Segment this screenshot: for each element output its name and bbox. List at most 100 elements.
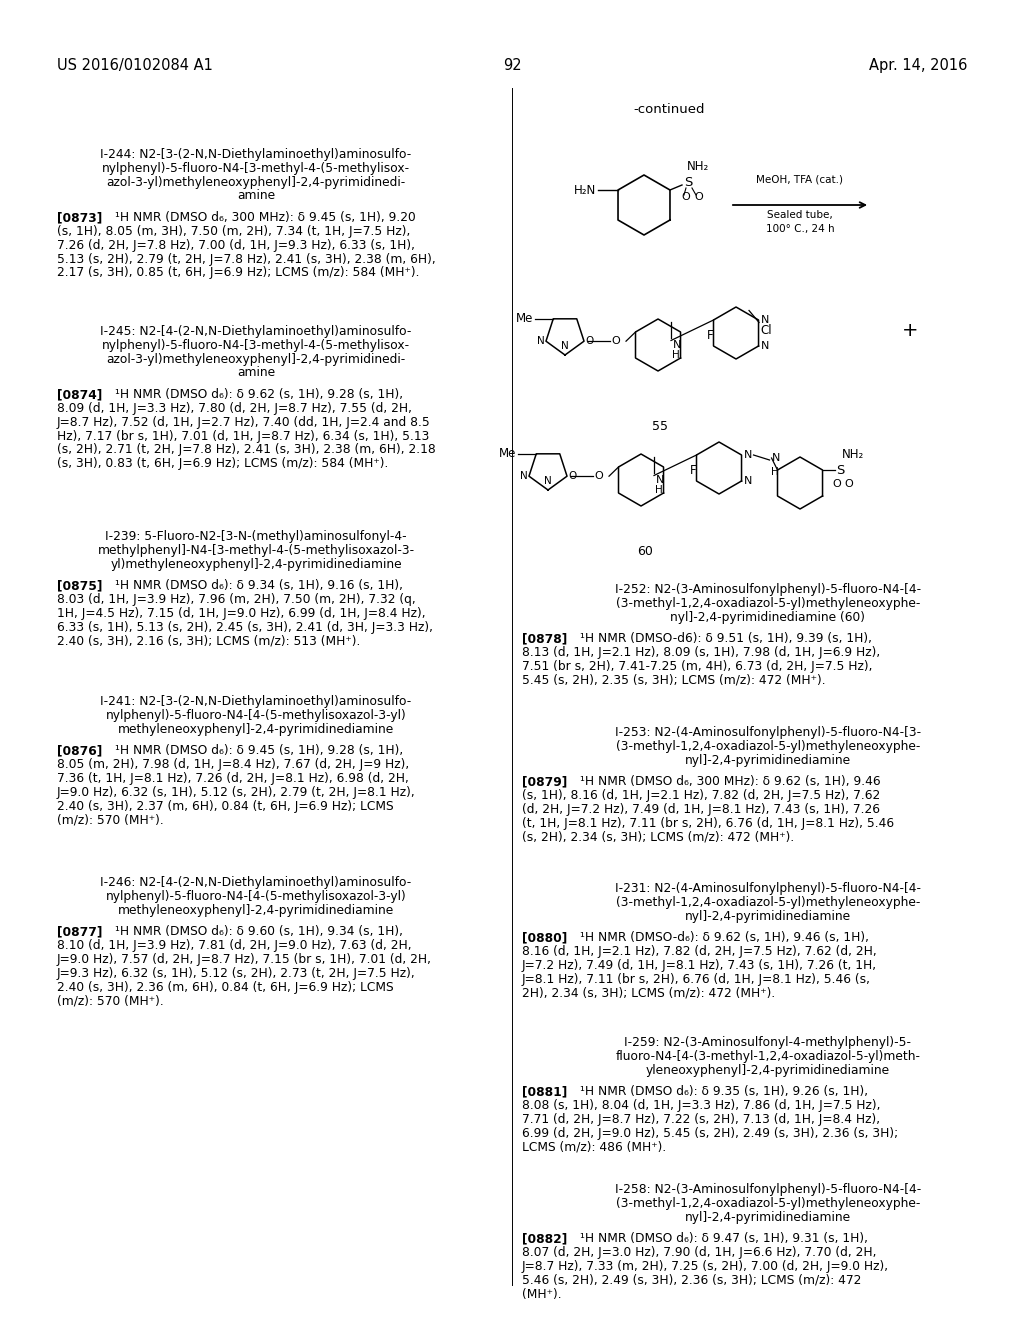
Text: O: O: [681, 191, 690, 202]
Text: I-253: N2-(4-Aminosulfonylphenyl)-5-fluoro-N4-[3-: I-253: N2-(4-Aminosulfonylphenyl)-5-fluo…: [615, 726, 921, 739]
Text: ¹H NMR (DMSO d₆): δ 9.60 (s, 1H), 9.34 (s, 1H),: ¹H NMR (DMSO d₆): δ 9.60 (s, 1H), 9.34 (…: [115, 925, 403, 939]
Text: 2H), 2.34 (s, 3H); LCMS (m/z): 472 (MH⁺).: 2H), 2.34 (s, 3H); LCMS (m/z): 472 (MH⁺)…: [522, 986, 775, 999]
Text: ¹H NMR (DMSO d₆): δ 9.45 (s, 1H), 9.28 (s, 1H),: ¹H NMR (DMSO d₆): δ 9.45 (s, 1H), 9.28 (…: [115, 744, 403, 758]
Text: J=9.3 Hz), 6.32 (s, 1H), 5.12 (s, 2H), 2.73 (t, 2H, J=7.5 Hz),: J=9.3 Hz), 6.32 (s, 1H), 5.12 (s, 2H), 2…: [57, 966, 416, 979]
Text: (3-methyl-1,2,4-oxadiazol-5-yl)methyleneoxyphe-: (3-methyl-1,2,4-oxadiazol-5-yl)methylene…: [615, 597, 921, 610]
Text: 92: 92: [503, 58, 521, 73]
Text: (m/z): 570 (MH⁺).: (m/z): 570 (MH⁺).: [57, 994, 164, 1007]
Text: [0874]: [0874]: [57, 388, 102, 401]
Text: nyl]-2,4-pyrimidinediamine: nyl]-2,4-pyrimidinediamine: [685, 1210, 851, 1224]
Text: (s, 1H), 8.05 (m, 3H), 7.50 (m, 2H), 7.34 (t, 1H, J=7.5 Hz),: (s, 1H), 8.05 (m, 3H), 7.50 (m, 2H), 7.3…: [57, 224, 411, 238]
Text: (s, 2H), 2.71 (t, 2H, J=7.8 Hz), 2.41 (s, 3H), 2.38 (m, 6H), 2.18: (s, 2H), 2.71 (t, 2H, J=7.8 Hz), 2.41 (s…: [57, 444, 436, 457]
Text: 8.07 (d, 2H, J=3.0 Hz), 7.90 (d, 1H, J=6.6 Hz), 7.70 (d, 2H,: 8.07 (d, 2H, J=3.0 Hz), 7.90 (d, 1H, J=6…: [522, 1246, 877, 1259]
Text: +: +: [902, 321, 919, 339]
Text: (s, 1H), 8.16 (d, 1H, J=2.1 Hz), 7.82 (d, 2H, J=7.5 Hz), 7.62: (s, 1H), 8.16 (d, 1H, J=2.1 Hz), 7.82 (d…: [522, 789, 881, 803]
Text: fluoro-N4-[4-(3-methyl-1,2,4-oxadiazol-5-yl)meth-: fluoro-N4-[4-(3-methyl-1,2,4-oxadiazol-5…: [615, 1049, 921, 1063]
Text: methyleneoxyphenyl]-2,4-pyrimidinediamine: methyleneoxyphenyl]-2,4-pyrimidinediamin…: [118, 904, 394, 916]
Text: O: O: [594, 471, 603, 482]
Text: O: O: [585, 337, 593, 346]
Text: NH₂: NH₂: [842, 449, 864, 462]
Text: N: N: [544, 477, 552, 486]
Text: 8.13 (d, 1H, J=2.1 Hz), 8.09 (s, 1H), 7.98 (d, 1H, J=6.9 Hz),: 8.13 (d, 1H, J=2.1 Hz), 8.09 (s, 1H), 7.…: [522, 647, 881, 659]
Text: Hz), 7.17 (br s, 1H), 7.01 (d, 1H, J=8.7 Hz), 6.34 (s, 1H), 5.13: Hz), 7.17 (br s, 1H), 7.01 (d, 1H, J=8.7…: [57, 429, 429, 442]
Text: [0873]: [0873]: [57, 211, 102, 224]
Text: nylphenyl)-5-fluoro-N4-[3-methyl-4-(5-methylisox-: nylphenyl)-5-fluoro-N4-[3-methyl-4-(5-me…: [102, 162, 410, 174]
Text: 5.13 (s, 2H), 2.79 (t, 2H, J=7.8 Hz), 2.41 (s, 3H), 2.38 (m, 6H),: 5.13 (s, 2H), 2.79 (t, 2H, J=7.8 Hz), 2.…: [57, 252, 436, 265]
Text: 8.08 (s, 1H), 8.04 (d, 1H, J=3.3 Hz), 7.86 (d, 1H, J=7.5 Hz),: 8.08 (s, 1H), 8.04 (d, 1H, J=3.3 Hz), 7.…: [522, 1100, 881, 1113]
Text: H: H: [770, 467, 778, 477]
Text: ¹H NMR (DMSO-d6): δ 9.51 (s, 1H), 9.39 (s, 1H),: ¹H NMR (DMSO-d6): δ 9.51 (s, 1H), 9.39 (…: [580, 632, 872, 645]
Text: 5.45 (s, 2H), 2.35 (s, 3H); LCMS (m/z): 472 (MH⁺).: 5.45 (s, 2H), 2.35 (s, 3H); LCMS (m/z): …: [522, 673, 825, 686]
Text: -continued: -continued: [633, 103, 705, 116]
Text: (m/z): 570 (MH⁺).: (m/z): 570 (MH⁺).: [57, 813, 164, 826]
Text: Sealed tube,: Sealed tube,: [767, 210, 833, 220]
Text: O: O: [833, 479, 842, 488]
Text: nylphenyl)-5-fluoro-N4-[4-(5-methylisoxazol-3-yl): nylphenyl)-5-fluoro-N4-[4-(5-methylisoxa…: [105, 709, 407, 722]
Text: 1H, J=4.5 Hz), 7.15 (d, 1H, J=9.0 Hz), 6.99 (d, 1H, J=8.4 Hz),: 1H, J=4.5 Hz), 7.15 (d, 1H, J=9.0 Hz), 6…: [57, 607, 426, 620]
Text: H: H: [672, 351, 680, 360]
Text: nyl]-2,4-pyrimidinediamine: nyl]-2,4-pyrimidinediamine: [685, 754, 851, 767]
Text: 2.17 (s, 3H), 0.85 (t, 6H, J=6.9 Hz); LCMS (m/z): 584 (MH⁺).: 2.17 (s, 3H), 0.85 (t, 6H, J=6.9 Hz); LC…: [57, 267, 420, 280]
Text: nyl]-2,4-pyrimidinediamine (60): nyl]-2,4-pyrimidinediamine (60): [671, 611, 865, 623]
Text: amine: amine: [237, 367, 275, 379]
Text: Apr. 14, 2016: Apr. 14, 2016: [868, 58, 967, 73]
Text: 7.51 (br s, 2H), 7.41-7.25 (m, 4H), 6.73 (d, 2H, J=7.5 Hz),: 7.51 (br s, 2H), 7.41-7.25 (m, 4H), 6.73…: [522, 660, 872, 673]
Text: N: N: [743, 450, 752, 459]
Text: 2.40 (s, 3H), 2.16 (s, 3H); LCMS (m/z): 513 (MH⁺).: 2.40 (s, 3H), 2.16 (s, 3H); LCMS (m/z): …: [57, 635, 360, 648]
Text: I-246: N2-[4-(2-N,N-Diethylaminoethyl)aminosulfo-: I-246: N2-[4-(2-N,N-Diethylaminoethyl)am…: [100, 876, 412, 888]
Text: [0880]: [0880]: [522, 932, 567, 944]
Text: 8.05 (m, 2H), 7.98 (d, 1H, J=8.4 Hz), 7.67 (d, 2H, J=9 Hz),: 8.05 (m, 2H), 7.98 (d, 1H, J=8.4 Hz), 7.…: [57, 758, 410, 771]
Text: N: N: [743, 477, 752, 486]
Text: 55: 55: [652, 420, 668, 433]
Text: 60: 60: [637, 545, 653, 558]
Text: methylphenyl]-N4-[3-methyl-4-(5-methylisoxazol-3-: methylphenyl]-N4-[3-methyl-4-(5-methylis…: [97, 544, 415, 557]
Text: J=8.7 Hz), 7.33 (m, 2H), 7.25 (s, 2H), 7.00 (d, 2H, J=9.0 Hz),: J=8.7 Hz), 7.33 (m, 2H), 7.25 (s, 2H), 7…: [522, 1261, 889, 1272]
Text: methyleneoxyphenyl]-2,4-pyrimidinediamine: methyleneoxyphenyl]-2,4-pyrimidinediamin…: [118, 722, 394, 735]
Text: S: S: [684, 177, 692, 190]
Text: 8.09 (d, 1H, J=3.3 Hz), 7.80 (d, 2H, J=8.7 Hz), 7.55 (d, 2H,: 8.09 (d, 1H, J=3.3 Hz), 7.80 (d, 2H, J=8…: [57, 403, 412, 414]
Text: 8.16 (d, 1H, J=2.1 Hz), 7.82 (d, 2H, J=7.5 Hz), 7.62 (d, 2H,: 8.16 (d, 1H, J=2.1 Hz), 7.82 (d, 2H, J=7…: [522, 945, 877, 958]
Text: O: O: [568, 471, 577, 482]
Text: J=8.7 Hz), 7.52 (d, 1H, J=2.7 Hz), 7.40 (dd, 1H, J=2.4 and 8.5: J=8.7 Hz), 7.52 (d, 1H, J=2.7 Hz), 7.40 …: [57, 416, 431, 429]
Text: Me: Me: [499, 447, 516, 461]
Text: nylphenyl)-5-fluoro-N4-[3-methyl-4-(5-methylisox-: nylphenyl)-5-fluoro-N4-[3-methyl-4-(5-me…: [102, 339, 410, 352]
Text: H: H: [655, 486, 663, 495]
Text: [0875]: [0875]: [57, 579, 102, 593]
Text: N: N: [561, 341, 569, 351]
Text: 2.40 (s, 3H), 2.37 (m, 6H), 0.84 (t, 6H, J=6.9 Hz); LCMS: 2.40 (s, 3H), 2.37 (m, 6H), 0.84 (t, 6H,…: [57, 800, 393, 813]
Text: azol-3-yl)methyleneoxyphenyl]-2,4-pyrimidinedi-: azol-3-yl)methyleneoxyphenyl]-2,4-pyrimi…: [106, 176, 406, 189]
Text: nyl]-2,4-pyrimidinediamine: nyl]-2,4-pyrimidinediamine: [685, 909, 851, 923]
Text: 7.71 (d, 2H, J=8.7 Hz), 7.22 (s, 2H), 7.13 (d, 1H, J=8.4 Hz),: 7.71 (d, 2H, J=8.7 Hz), 7.22 (s, 2H), 7.…: [522, 1113, 880, 1126]
Text: N: N: [656, 475, 665, 486]
Text: 7.36 (t, 1H, J=8.1 Hz), 7.26 (d, 2H, J=8.1 Hz), 6.98 (d, 2H,: 7.36 (t, 1H, J=8.1 Hz), 7.26 (d, 2H, J=8…: [57, 772, 409, 785]
Text: N: N: [520, 471, 528, 482]
Text: N: N: [771, 453, 780, 463]
Text: (3-methyl-1,2,4-oxadiazol-5-yl)methyleneoxyphe-: (3-methyl-1,2,4-oxadiazol-5-yl)methylene…: [615, 739, 921, 752]
Text: [0876]: [0876]: [57, 744, 102, 758]
Text: N: N: [538, 337, 545, 346]
Text: amine: amine: [237, 189, 275, 202]
Text: ¹H NMR (DMSO d₆, 300 MHz): δ 9.62 (s, 1H), 9.46: ¹H NMR (DMSO d₆, 300 MHz): δ 9.62 (s, 1H…: [580, 775, 881, 788]
Text: I-241: N2-[3-(2-N,N-Diethylaminoethyl)aminosulfo-: I-241: N2-[3-(2-N,N-Diethylaminoethyl)am…: [100, 696, 412, 708]
Text: US 2016/0102084 A1: US 2016/0102084 A1: [57, 58, 213, 73]
Text: ¹H NMR (DMSO-d₆): δ 9.62 (s, 1H), 9.46 (s, 1H),: ¹H NMR (DMSO-d₆): δ 9.62 (s, 1H), 9.46 (…: [580, 932, 869, 944]
Text: Me: Me: [516, 313, 534, 325]
Text: F: F: [708, 329, 714, 342]
Text: I-239: 5-Fluoro-N2-[3-N-(methyl)aminosulfonyl-4-: I-239: 5-Fluoro-N2-[3-N-(methyl)aminosul…: [105, 531, 407, 543]
Text: ¹H NMR (DMSO d₆): δ 9.62 (s, 1H), 9.28 (s, 1H),: ¹H NMR (DMSO d₆): δ 9.62 (s, 1H), 9.28 (…: [115, 388, 403, 401]
Text: Cl: Cl: [760, 325, 772, 338]
Text: ¹H NMR (DMSO d₆): δ 9.35 (s, 1H), 9.26 (s, 1H),: ¹H NMR (DMSO d₆): δ 9.35 (s, 1H), 9.26 (…: [580, 1085, 868, 1098]
Text: ¹H NMR (DMSO d₆, 300 MHz): δ 9.45 (s, 1H), 9.20: ¹H NMR (DMSO d₆, 300 MHz): δ 9.45 (s, 1H…: [115, 211, 416, 224]
Text: (3-methyl-1,2,4-oxadiazol-5-yl)methyleneoxyphe-: (3-methyl-1,2,4-oxadiazol-5-yl)methylene…: [615, 1197, 921, 1210]
Text: [0881]: [0881]: [522, 1085, 567, 1098]
Text: O: O: [611, 337, 620, 346]
Text: ¹H NMR (DMSO d₆): δ 9.47 (s, 1H), 9.31 (s, 1H),: ¹H NMR (DMSO d₆): δ 9.47 (s, 1H), 9.31 (…: [580, 1233, 868, 1245]
Text: J=8.1 Hz), 7.11 (br s, 2H), 6.76 (d, 1H, J=8.1 Hz), 5.46 (s,: J=8.1 Hz), 7.11 (br s, 2H), 6.76 (d, 1H,…: [522, 973, 871, 986]
Text: (3-methyl-1,2,4-oxadiazol-5-yl)methyleneoxyphe-: (3-methyl-1,2,4-oxadiazol-5-yl)methylene…: [615, 896, 921, 908]
Text: (s, 2H), 2.34 (s, 3H); LCMS (m/z): 472 (MH⁺).: (s, 2H), 2.34 (s, 3H); LCMS (m/z): 472 (…: [522, 830, 795, 843]
Text: 5.46 (s, 2H), 2.49 (s, 3H), 2.36 (s, 3H); LCMS (m/z): 472: 5.46 (s, 2H), 2.49 (s, 3H), 2.36 (s, 3H)…: [522, 1274, 861, 1287]
Text: 6.99 (d, 2H, J=9.0 Hz), 5.45 (s, 2H), 2.49 (s, 3H), 2.36 (s, 3H);: 6.99 (d, 2H, J=9.0 Hz), 5.45 (s, 2H), 2.…: [522, 1127, 898, 1139]
Text: 7.26 (d, 2H, J=7.8 Hz), 7.00 (d, 1H, J=9.3 Hz), 6.33 (s, 1H),: 7.26 (d, 2H, J=7.8 Hz), 7.00 (d, 1H, J=9…: [57, 239, 415, 252]
Text: 8.10 (d, 1H, J=3.9 Hz), 7.81 (d, 2H, J=9.0 Hz), 7.63 (d, 2H,: 8.10 (d, 1H, J=3.9 Hz), 7.81 (d, 2H, J=9…: [57, 940, 412, 952]
Text: 6.33 (s, 1H), 5.13 (s, 2H), 2.45 (s, 3H), 2.41 (d, 3H, J=3.3 Hz),: 6.33 (s, 1H), 5.13 (s, 2H), 2.45 (s, 3H)…: [57, 620, 433, 634]
